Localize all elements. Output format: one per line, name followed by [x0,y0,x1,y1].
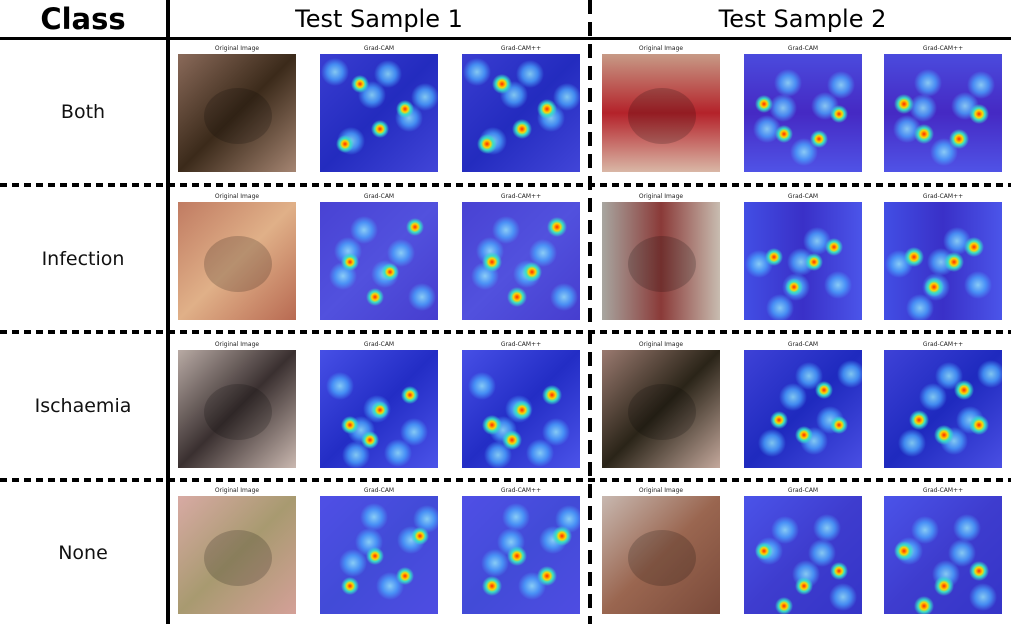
ischaemia-sample2-original-image [602,350,720,468]
caption-original-image: Original Image [214,45,260,52]
ischaemia-sample1-original-image [178,350,296,468]
caption-grad-cam-plus-plus: Grad-CAM++ [922,45,964,52]
sample-divider [588,0,592,624]
row-label-infection: Infection [41,247,125,270]
caption-original-image: Original Image [638,45,684,52]
caption-grad-cam-plus-plus: Grad-CAM++ [500,487,542,494]
infection-sample1-grad-cam [320,202,438,320]
caption-grad-cam: Grad-CAM [787,487,819,494]
caption-original-image: Original Image [638,341,684,348]
both-sample1-grad-cam [320,54,438,172]
none-sample2-grad-cam [744,496,862,614]
none-sample1-grad-cam [320,496,438,614]
ischaemia-sample2-grad-cam [744,350,862,468]
none-sample1-grad-cam-plus-plus [462,496,580,614]
caption-grad-cam: Grad-CAM [363,487,395,494]
caption-original-image: Original Image [638,193,684,200]
caption-grad-cam: Grad-CAM [363,341,395,348]
row-divider-1 [0,183,1011,187]
both-sample1-grad-cam-plus-plus [462,54,580,172]
row-divider-3 [0,478,1011,482]
caption-grad-cam: Grad-CAM [787,341,819,348]
infection-sample2-grad-cam-plus-plus [884,202,1002,320]
row-divider-2 [0,330,1011,334]
both-sample2-original-image [602,54,720,172]
infection-sample1-original-image [178,202,296,320]
class-column-divider [166,0,170,624]
caption-original-image: Original Image [214,193,260,200]
header-divider [0,37,1011,40]
caption-grad-cam-plus-plus: Grad-CAM++ [922,487,964,494]
both-sample2-grad-cam [744,54,862,172]
caption-grad-cam-plus-plus: Grad-CAM++ [500,341,542,348]
ischaemia-sample1-grad-cam-plus-plus [462,350,580,468]
test-sample-1-header: Test Sample 1 [295,5,463,33]
caption-original-image: Original Image [638,487,684,494]
both-sample1-original-image [178,54,296,172]
caption-grad-cam-plus-plus: Grad-CAM++ [922,193,964,200]
caption-grad-cam: Grad-CAM [787,45,819,52]
none-sample2-original-image [602,496,720,614]
row-label-both: Both [60,100,106,123]
infection-sample2-original-image [602,202,720,320]
caption-grad-cam-plus-plus: Grad-CAM++ [500,193,542,200]
caption-original-image: Original Image [214,487,260,494]
test-sample-2-header: Test Sample 2 [718,5,887,33]
both-sample2-grad-cam-plus-plus [884,54,1002,172]
class-header: Class [40,2,126,36]
caption-grad-cam: Grad-CAM [363,193,395,200]
infection-sample1-grad-cam-plus-plus [462,202,580,320]
caption-original-image: Original Image [214,341,260,348]
row-label-ischaemia: Ischaemia [34,395,132,417]
ischaemia-sample1-grad-cam [320,350,438,468]
none-sample1-original-image [178,496,296,614]
caption-grad-cam-plus-plus: Grad-CAM++ [500,45,542,52]
none-sample2-grad-cam-plus-plus [884,496,1002,614]
caption-grad-cam: Grad-CAM [363,45,395,52]
ischaemia-sample2-grad-cam-plus-plus [884,350,1002,468]
row-label-none: None [58,542,108,564]
caption-grad-cam: Grad-CAM [787,193,819,200]
infection-sample2-grad-cam [744,202,862,320]
caption-grad-cam-plus-plus: Grad-CAM++ [922,341,964,348]
